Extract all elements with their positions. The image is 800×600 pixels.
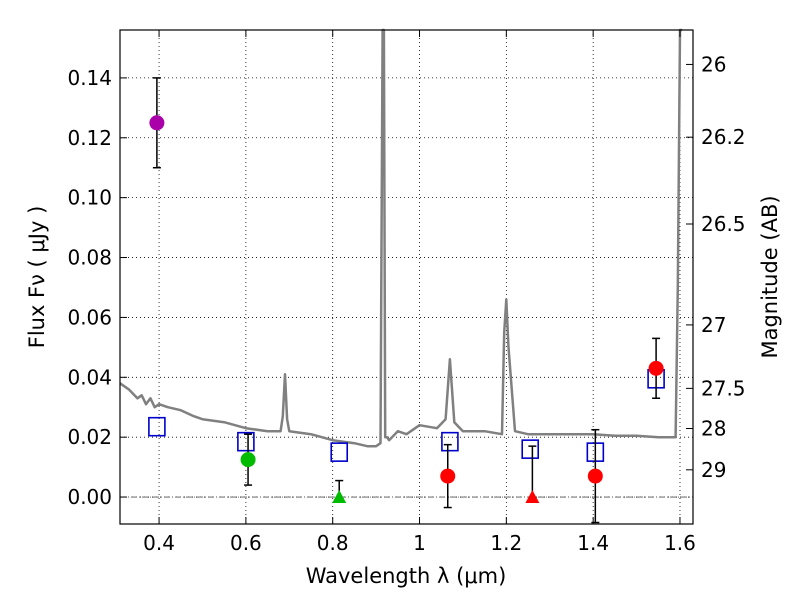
- model-spectrum-line: [119, 28, 683, 448]
- y2-axis-label: Magnitude (AB): [758, 195, 782, 358]
- y2-tick-label: 26: [701, 52, 726, 76]
- upper-limit-triangle: [332, 490, 347, 504]
- model-photometry-square: [521, 439, 540, 459]
- upper-limit-triangle: [525, 490, 540, 504]
- y-tick-label: 0.08: [67, 246, 112, 270]
- y-tick-label: 0.00: [67, 485, 112, 509]
- y2-tick-label: 27: [701, 313, 726, 337]
- y2-tick-label: 26.2: [701, 125, 746, 149]
- model-photometry-square: [441, 431, 459, 452]
- x-tick-label: 0.6: [230, 531, 262, 555]
- observed-flux-point: [648, 360, 664, 376]
- y-tick-label: 0.10: [67, 186, 112, 210]
- y-tick-label: 0.06: [67, 305, 112, 329]
- observed-flux-point: [149, 115, 165, 131]
- x-tick-label: 0.4: [143, 531, 175, 555]
- y2-tick-label: 27.5: [701, 376, 746, 400]
- y2-tick-label: 28: [701, 416, 726, 440]
- x-tick-label: 1.6: [664, 531, 696, 555]
- x-axis-label: Wavelength λ (μm): [306, 564, 507, 588]
- model-photometry-square: [148, 416, 166, 437]
- y-tick-label: 0.04: [67, 365, 112, 389]
- x-tick-label: 1.2: [490, 531, 522, 555]
- observed-flux-point: [587, 468, 603, 484]
- plot-frame: [119, 29, 694, 525]
- y2-tick-label: 29: [701, 458, 726, 482]
- x-tick-label: 1: [413, 531, 426, 555]
- y-tick-label: 0.14: [67, 66, 112, 90]
- x-axis-ticks: 0.4 0.6 0.8 1 1.2 1.4 1.6: [143, 30, 696, 555]
- data-marks: [148, 77, 665, 524]
- model-photometry-square: [237, 431, 255, 452]
- y-tick-label: 0.12: [67, 126, 112, 150]
- x-tick-label: 0.8: [317, 531, 349, 555]
- x-tick-label: 1.4: [577, 531, 609, 555]
- y-axis-label: Flux Fν ( μJy ): [25, 206, 49, 349]
- y-tick-label: 0.02: [67, 425, 112, 449]
- observed-flux-point: [240, 452, 256, 468]
- y-axis-ticks: 0.00 0.02 0.04 0.06 0.08 0.10 0.12 0.14: [67, 66, 127, 509]
- plot-area: [120, 30, 693, 524]
- observed-flux-point: [440, 468, 456, 484]
- y2-axis-ticks: 26 26.2 26.5 27 27.5 28 29: [686, 52, 746, 482]
- y2-tick-label: 26.5: [701, 212, 746, 236]
- model-photometry-square: [330, 442, 349, 462]
